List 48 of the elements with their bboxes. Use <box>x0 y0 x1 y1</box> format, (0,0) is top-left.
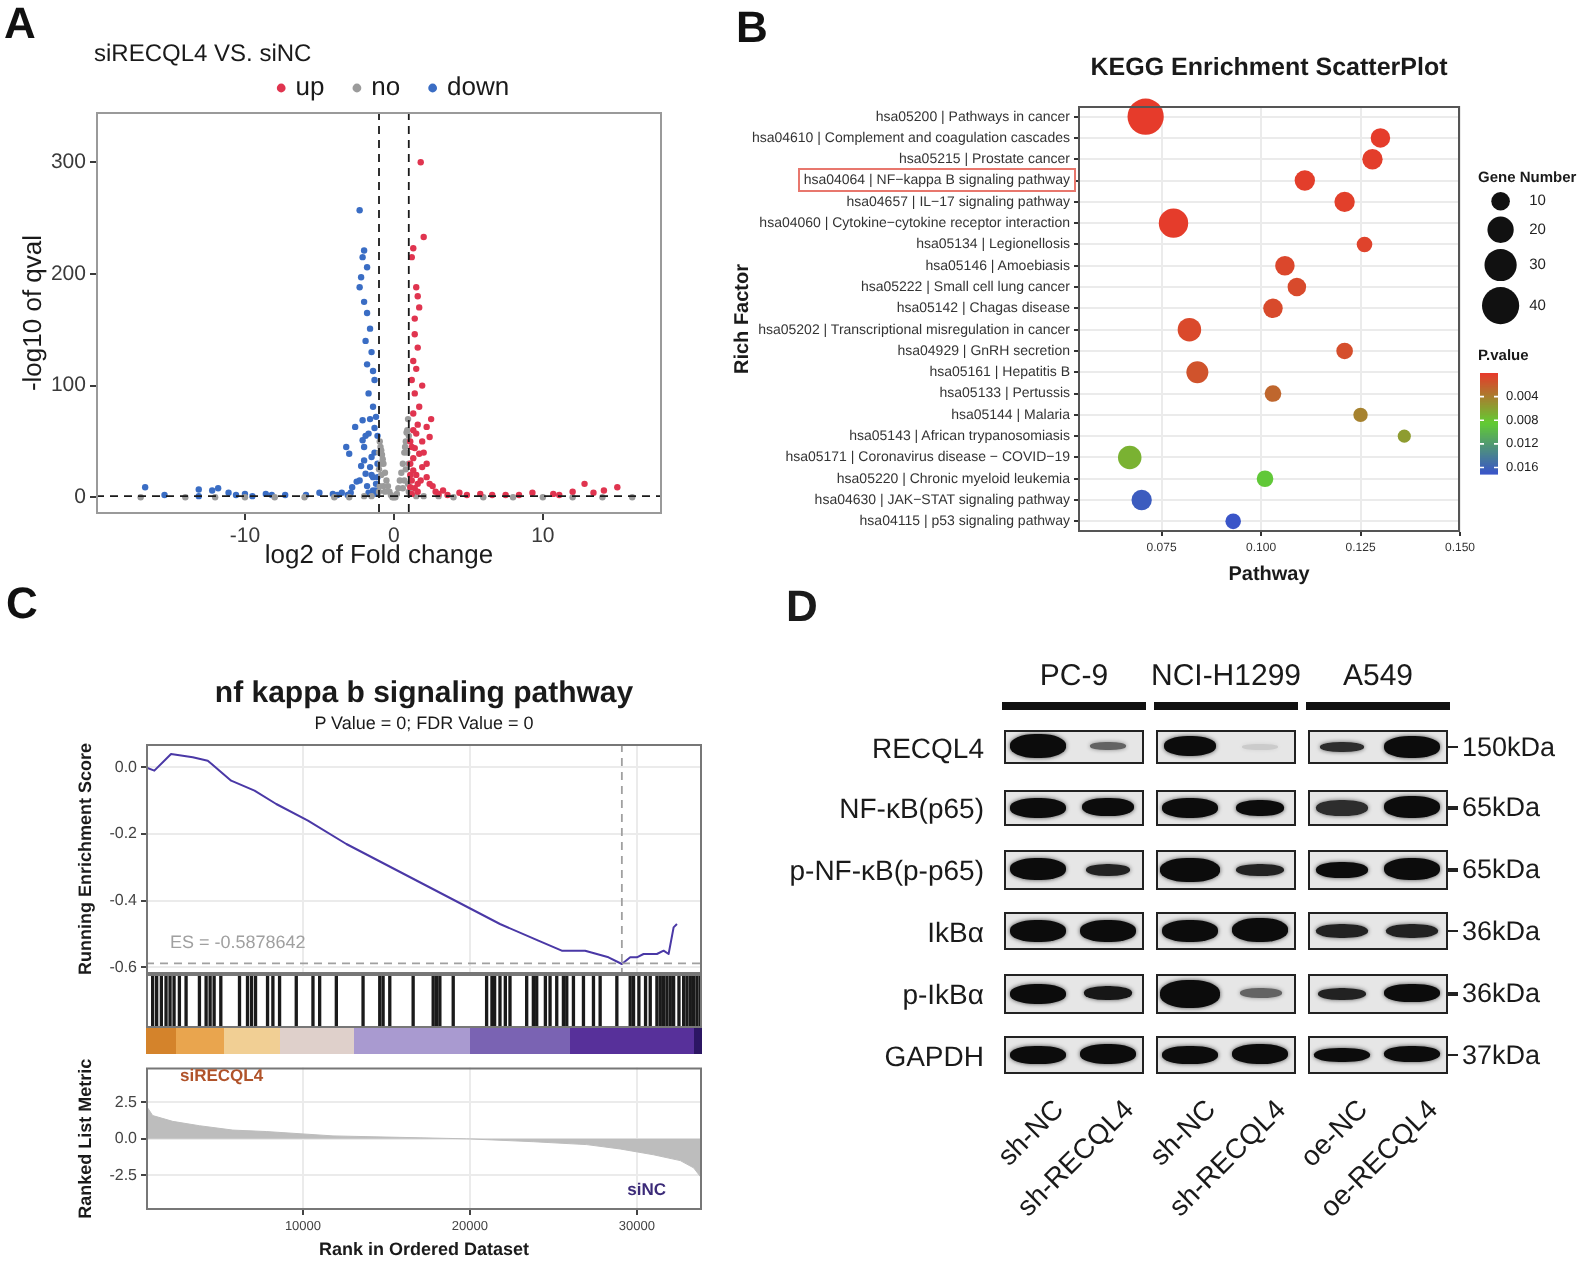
y-tick-label: 0.0 <box>114 757 139 776</box>
text: B <box>736 2 768 53</box>
category-label: 65kDa <box>1462 792 1541 823</box>
legend-label: up <box>295 71 325 102</box>
category-label: p-NF-κB(p-p65) <box>789 853 984 886</box>
y-tick-label: 200 <box>50 261 87 286</box>
category-label: GAPDH <box>884 1038 984 1071</box>
y-axis-title: Rich Factor <box>731 263 754 375</box>
y-tick-label: 0 <box>74 485 87 510</box>
x-axis-title: Pathway <box>1228 563 1311 586</box>
text: NCI-H1299 <box>1150 658 1302 694</box>
chart-subtitle: P Value = 0; FDR Value = 0 <box>314 712 534 733</box>
chart-title: nf kappa b signaling pathway <box>214 676 635 711</box>
legend-label: no <box>371 71 401 102</box>
category-label: 37kDa <box>1462 1039 1541 1070</box>
y-tick-label: 300 <box>50 150 87 175</box>
y-tick-label: -0.6 <box>109 957 139 976</box>
category-label: RECQL4 <box>871 730 984 763</box>
y-tick-label: 100 <box>50 373 87 398</box>
y-tick-label: -2.5 <box>109 1165 139 1184</box>
category-label: 36kDa <box>1462 915 1541 946</box>
y-axis-title: -log10 of qval <box>17 234 48 392</box>
y-tick-label: -0.2 <box>109 824 139 843</box>
category-label: p-IkBα <box>902 977 984 1010</box>
ref-line-label: ES = -0.5878642 <box>170 932 306 953</box>
chart-title: siRECQL4 VS. siNC <box>94 38 313 67</box>
chart-title: KEGG Enrichment ScatterPlot <box>1090 52 1450 81</box>
y-axis-title: Ranked List Metric <box>74 1058 95 1219</box>
legend-label: down <box>447 71 510 102</box>
text: PC-9 <box>1039 658 1109 694</box>
y-axis-title: Running Enrichment Score <box>74 742 95 976</box>
y-tick-label: 2.5 <box>114 1092 139 1111</box>
category-label: 150kDa <box>1462 731 1556 762</box>
y-tick-label: -0.4 <box>109 891 139 910</box>
x-tick-label: -10 <box>229 524 261 549</box>
category-label: NF-κB(p65) <box>839 791 984 824</box>
text: A <box>4 0 36 49</box>
text: D <box>786 580 818 632</box>
category-label: 65kDa <box>1462 854 1541 885</box>
category-label: IkBα <box>927 914 984 947</box>
x-axis-title: Rank in Ordered Dataset <box>318 1238 530 1259</box>
text: C <box>6 578 38 629</box>
category-label: 36kDa <box>1462 978 1541 1009</box>
annotation: siNC <box>627 1178 666 1199</box>
y-tick-label: 0.0 <box>114 1129 139 1148</box>
annotation: siRECQL4 <box>180 1064 264 1085</box>
x-tick-label: 10 <box>531 524 555 549</box>
text: A549 <box>1342 658 1414 694</box>
